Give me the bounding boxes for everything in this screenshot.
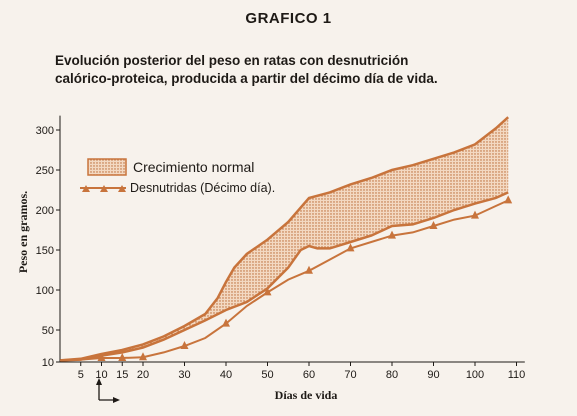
- y-tick-label: 150: [36, 245, 54, 257]
- normal-growth-upper-line: [59, 116, 510, 362]
- start-arrow-icon: [96, 378, 120, 403]
- data-point-desnutridas: [305, 265, 313, 274]
- axes-layer: 10 50 100 150 200 250 300 5 10 15 20 30 40 50 60 70 80 90…: [36, 115, 526, 381]
- normal-growth-band: [60, 117, 509, 361]
- data-point-desnutridas: [388, 230, 396, 239]
- x-tick-label: 40: [220, 369, 232, 381]
- chart-title: GRAFICO 1: [245, 10, 332, 27]
- data-point-desnutridas: [263, 287, 272, 296]
- x-tick-label: 90: [427, 369, 439, 381]
- data-point-desnutridas: [471, 210, 479, 219]
- data-point-desnutridas: [180, 341, 189, 349]
- data-point-desnutridas: [429, 221, 438, 229]
- y-tick-label: 10: [42, 357, 54, 369]
- band-layer: [59, 116, 510, 362]
- data-point-desnutridas: [139, 352, 147, 361]
- x-tick-label: 10: [95, 369, 107, 381]
- chart-subtitle: Evolución posterior del peso en ratas co…: [55, 52, 535, 88]
- x-tick-label: 80: [386, 369, 398, 381]
- legend-triangle-2: [100, 185, 108, 192]
- y-tick-label: 250: [36, 165, 54, 177]
- marker-layer: [97, 195, 513, 361]
- legend-label-normal: Crecimiento normal: [133, 159, 254, 175]
- y-tick-label: 200: [36, 205, 54, 217]
- legend: Crecimiento normal Desnutridas (Décimo d…: [80, 158, 275, 195]
- legend-triangle-3: [118, 185, 126, 192]
- x-tick-label: 60: [303, 369, 315, 381]
- x-tick-label: 20: [137, 369, 149, 381]
- data-point-desnutridas: [346, 243, 355, 252]
- x-tick-label: 100: [466, 369, 484, 381]
- legend-triangle-1: [82, 185, 90, 192]
- subtitle-line-2: calórico-proteica, producida a partir de…: [55, 71, 438, 86]
- series-line-desnutridas: [59, 199, 509, 362]
- data-point-desnutridas: [222, 318, 230, 327]
- x-tick-label: 5: [78, 369, 84, 381]
- x-tick-label: 70: [344, 369, 356, 381]
- y-axis-label: Peso en gramos.: [16, 191, 30, 273]
- legend-band-swatch: [87, 158, 127, 176]
- x-tick-label: 30: [178, 369, 190, 381]
- legend-label-desnutridas: Desnutridas (Décimo día).: [130, 181, 275, 195]
- data-point-desnutridas: [118, 353, 127, 361]
- y-tick-label: 100: [36, 285, 54, 297]
- line-layer: [59, 199, 509, 362]
- x-tick-label: 15: [116, 369, 128, 381]
- x-axis-label: Días de vida: [275, 388, 338, 402]
- x-tick-label: 110: [508, 369, 526, 381]
- data-point-desnutridas: [97, 353, 106, 361]
- data-point-desnutridas: [504, 195, 513, 204]
- y-tick-label: 50: [42, 325, 54, 337]
- x-tick-label: 50: [261, 369, 273, 381]
- normal-growth-lower-line: [59, 191, 509, 362]
- y-tick-label: 300: [36, 125, 54, 137]
- subtitle-line-1: Evolución posterior del peso en ratas co…: [55, 53, 409, 68]
